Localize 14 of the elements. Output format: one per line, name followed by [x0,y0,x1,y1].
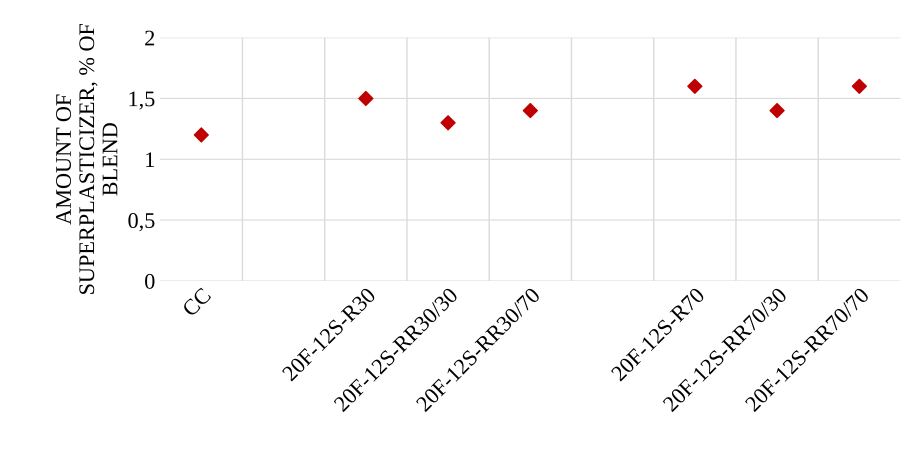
y-axis-title: AMOUNT OF SUPERPLASTICIZER, % OF BLEND [56,24,118,294]
point [852,78,867,94]
point [687,78,702,94]
y-tick-label: 1,5 [130,91,154,110]
y-tick-label: 0,5 [128,213,154,232]
point [440,115,456,130]
x-tick-label: CC [181,287,212,318]
y-tick-label: 0 [145,274,154,289]
y-tick-label: 1 [146,152,154,167]
y-tick-label: 2 [145,30,154,46]
point [769,102,785,118]
point [358,90,374,106]
point [194,127,209,143]
point [522,102,538,118]
